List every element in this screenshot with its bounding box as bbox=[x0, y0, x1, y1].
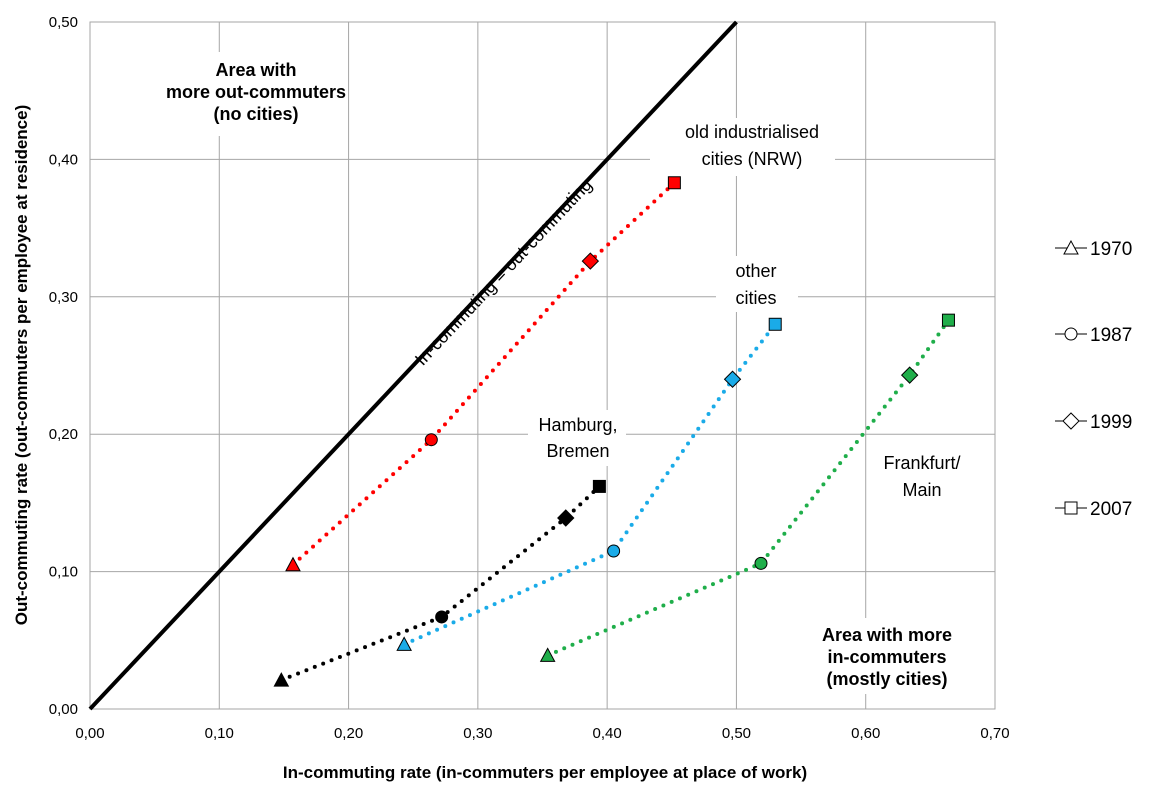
lower-area-label: (mostly cities) bbox=[826, 669, 947, 689]
diamond-marker bbox=[1062, 412, 1080, 430]
y-axis-title: Out-commuting rate (out-commuters per em… bbox=[12, 105, 31, 626]
series-dotted-line bbox=[279, 484, 602, 683]
series-group bbox=[273, 479, 606, 687]
other-label-bg bbox=[716, 256, 798, 312]
frankfurt-label-bg bbox=[872, 448, 964, 502]
triangle-marker bbox=[1063, 239, 1079, 255]
nrw-label: old industrialised bbox=[685, 122, 819, 142]
x-tick-label: 0,70 bbox=[980, 725, 1009, 742]
triangle-marker bbox=[539, 647, 556, 662]
series-group bbox=[539, 313, 955, 662]
data-series bbox=[273, 176, 955, 687]
series-group bbox=[396, 317, 782, 651]
hamburg-label: Hamburg, bbox=[538, 415, 617, 435]
legend-item: 1987 bbox=[1055, 325, 1132, 346]
circle-marker bbox=[435, 610, 449, 624]
legend-item: 1970 bbox=[1055, 239, 1132, 260]
upper-area-label: Area with bbox=[215, 60, 296, 80]
axis-ticks: 0,00 0,10 0,20 0,30 0,40 0,50 0,60 0,70 0,00 0,10… bbox=[49, 14, 1010, 742]
plot-border bbox=[89, 21, 996, 710]
other-label: other bbox=[735, 261, 776, 281]
square-marker bbox=[768, 317, 782, 331]
square-marker bbox=[1064, 501, 1078, 515]
upper-area-label-bg bbox=[165, 52, 345, 136]
nrw-label: cities (NRW) bbox=[702, 149, 803, 169]
lower-area-label: in-commuters bbox=[827, 647, 946, 667]
upper-area-label: (no cities) bbox=[213, 104, 298, 124]
square-marker bbox=[667, 176, 681, 190]
x-tick-label: 0,10 bbox=[205, 725, 234, 742]
x-tick-label: 0,40 bbox=[593, 725, 622, 742]
square-marker bbox=[592, 479, 606, 493]
upper-area-label: more out-commuters bbox=[166, 82, 346, 102]
diamond-marker bbox=[581, 252, 600, 270]
nrw-label-bg bbox=[650, 118, 835, 176]
x-axis-title: In-commuting rate (in-commuters per empl… bbox=[283, 763, 807, 782]
x-tick-label: 0,00 bbox=[75, 725, 104, 742]
lower-area-label-bg bbox=[795, 618, 965, 694]
y-tick-label: 0,50 bbox=[49, 14, 78, 31]
series-dotted-line bbox=[545, 318, 951, 658]
legend-label: 1987 bbox=[1090, 325, 1132, 346]
diamond-marker bbox=[723, 370, 742, 388]
legend-item: 2007 bbox=[1055, 499, 1132, 520]
lower-area-label: Area with more bbox=[822, 625, 952, 645]
diamond-marker bbox=[900, 366, 919, 384]
y-tick-label: 0,30 bbox=[49, 289, 78, 306]
diamond-marker bbox=[557, 509, 575, 527]
series-group bbox=[285, 176, 681, 572]
x-tick-label: 0,20 bbox=[334, 725, 363, 742]
legend-item: 1999 bbox=[1055, 412, 1132, 433]
x-tick-label: 0,60 bbox=[851, 725, 880, 742]
circle-marker bbox=[424, 433, 438, 447]
x-tick-label: 0,30 bbox=[463, 725, 492, 742]
legend-label: 2007 bbox=[1090, 499, 1132, 520]
frankfurt-label: Frankfurt/ bbox=[883, 453, 960, 473]
square-marker bbox=[941, 313, 955, 327]
circle-marker bbox=[754, 556, 768, 570]
triangle-marker bbox=[285, 556, 301, 572]
triangle-marker bbox=[273, 672, 290, 687]
hamburg-label-bg bbox=[528, 410, 626, 466]
series-dotted-line bbox=[402, 322, 778, 647]
y-tick-label: 0,20 bbox=[49, 426, 78, 443]
y-tick-label: 0,40 bbox=[49, 151, 78, 168]
other-label: cities bbox=[735, 288, 776, 308]
triangle-marker bbox=[396, 636, 413, 651]
circle-marker bbox=[1064, 327, 1078, 341]
legend: 1970 1987 1999 2007 bbox=[1055, 239, 1132, 520]
y-tick-label: 0,00 bbox=[49, 701, 78, 718]
frankfurt-label: Main bbox=[902, 480, 941, 500]
series-dotted-line bbox=[291, 180, 677, 567]
legend-label: 1999 bbox=[1090, 412, 1132, 433]
circle-marker bbox=[607, 544, 621, 558]
y-tick-label: 0,10 bbox=[49, 564, 78, 581]
legend-label: 1970 bbox=[1090, 239, 1132, 260]
hamburg-label: Bremen bbox=[546, 441, 609, 461]
x-tick-label: 0,50 bbox=[722, 725, 751, 742]
equality-diagonal-line bbox=[88, 20, 738, 711]
